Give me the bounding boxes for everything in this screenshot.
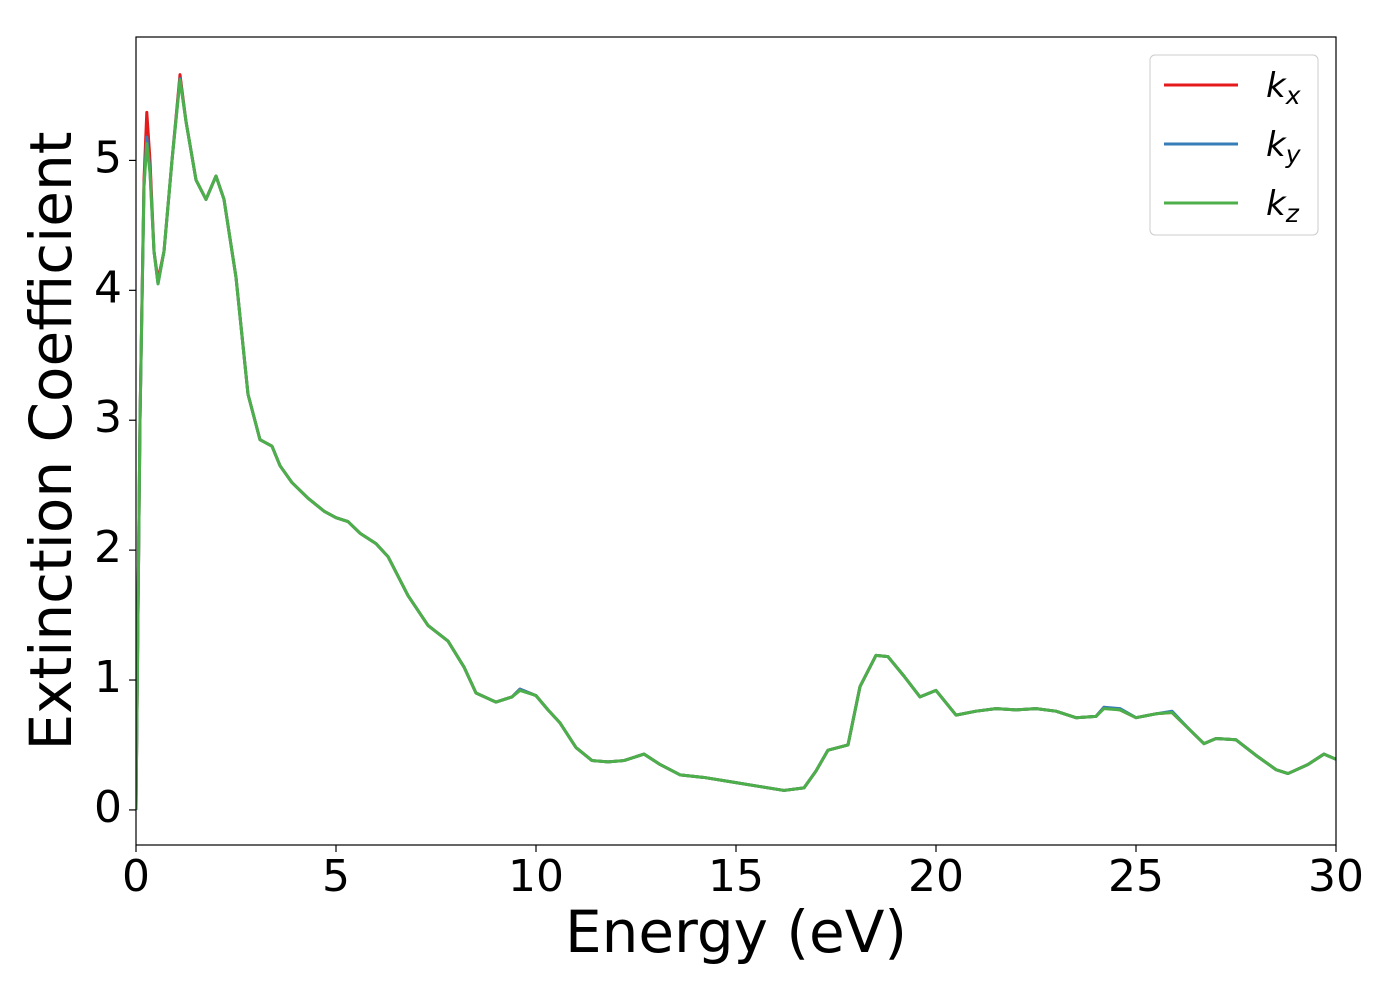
y-tick-label: 3 bbox=[94, 392, 122, 443]
y-tick-label: 2 bbox=[94, 522, 122, 573]
x-tick-label: 10 bbox=[508, 851, 564, 902]
legend-label: kx bbox=[1266, 66, 1301, 111]
y-tick-label: 0 bbox=[94, 782, 122, 833]
legend-label: ky bbox=[1266, 125, 1302, 170]
y-tick-label: 5 bbox=[94, 132, 122, 183]
data-line bbox=[136, 78, 1336, 810]
x-tick-label: 25 bbox=[1108, 851, 1164, 902]
x-tick-label: 30 bbox=[1308, 851, 1364, 902]
legend-label: kz bbox=[1266, 184, 1300, 229]
x-tick-label: 0 bbox=[122, 851, 150, 902]
plot-frame bbox=[135, 36, 1337, 846]
legend-subscript: y bbox=[1285, 140, 1302, 169]
legend-subscript: x bbox=[1285, 81, 1301, 110]
x-tick-label: 5 bbox=[322, 851, 350, 902]
x-axis-label: Energy (eV) bbox=[565, 898, 907, 966]
plot-lines bbox=[136, 73, 1336, 810]
legend-name: k bbox=[1266, 125, 1287, 165]
y-axis-label: Extinction Coefficient bbox=[17, 132, 85, 751]
legend-subscript: z bbox=[1285, 199, 1300, 228]
y-tick-label: 1 bbox=[94, 652, 122, 703]
x-tick-label: 20 bbox=[908, 851, 964, 902]
y-tick-label: 4 bbox=[94, 262, 122, 313]
legend-name: k bbox=[1266, 66, 1287, 106]
x-tick-label: 15 bbox=[708, 851, 764, 902]
legend-name: k bbox=[1266, 184, 1287, 224]
